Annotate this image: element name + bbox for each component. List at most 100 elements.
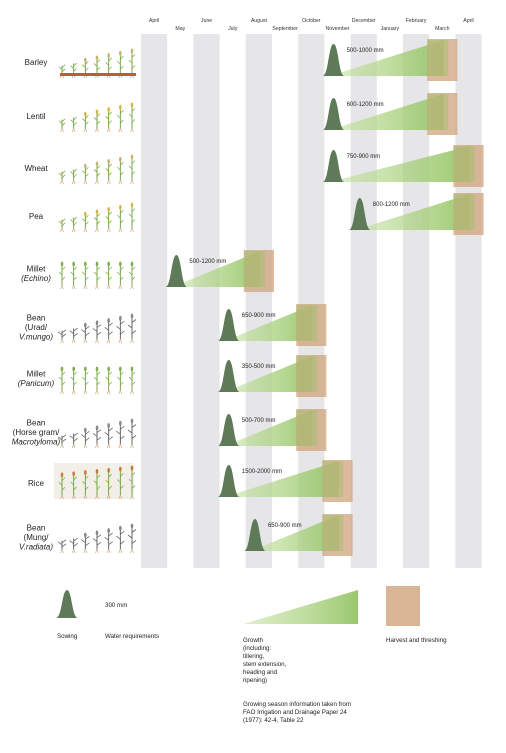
plant-leaf [82, 64, 86, 68]
growth-wedge [224, 305, 313, 341]
plant-root [85, 548, 88, 554]
plant-leaf [104, 326, 109, 331]
plant-leaf [108, 436, 113, 440]
water-requirement: 1500-2000 mm [242, 469, 282, 475]
plant-leaf [120, 171, 124, 176]
plant-root [131, 227, 134, 233]
plant-leaf [92, 433, 98, 437]
plant-leaf [117, 214, 121, 219]
plant-leaf [61, 276, 66, 281]
plant-leaf [131, 266, 136, 271]
month-label: July [228, 26, 238, 32]
growth-overlap [296, 305, 318, 341]
sowing-shape [217, 309, 240, 341]
plant-root [108, 338, 111, 344]
plant-root [71, 548, 74, 554]
plant-root [131, 494, 134, 500]
plant-head [130, 465, 134, 471]
plant-leaf [96, 266, 101, 271]
plant-root [61, 389, 64, 395]
plant-leaf [117, 114, 121, 119]
plant-root [95, 179, 98, 185]
plant-leaf [120, 435, 125, 440]
plant-head [84, 111, 87, 117]
plant-leaf [73, 381, 77, 386]
plant-leaf [104, 536, 109, 541]
plant-leaf [82, 170, 86, 174]
plant-head [130, 102, 134, 108]
plant-leaf [82, 218, 86, 222]
plant-root [95, 127, 98, 133]
plant-leaf [128, 376, 133, 381]
plant-leaf [108, 211, 112, 216]
crop-name: (Horse gram/ [13, 428, 60, 437]
plant-root [120, 389, 123, 395]
plant-leaf [85, 215, 89, 219]
plant-leaf [131, 330, 137, 334]
plant-leaf [73, 266, 77, 271]
plant-root [96, 389, 99, 395]
crop-name: Millet [27, 264, 46, 273]
plant-leaf [81, 539, 86, 543]
plant-head [130, 154, 134, 160]
plant-leaf [85, 121, 89, 126]
plant-root [61, 127, 64, 133]
plant-leaf [82, 481, 86, 485]
plant-leaf [61, 64, 66, 69]
soil-strip [60, 73, 136, 76]
plant-head [107, 261, 110, 267]
crop-row: Rice 1500-2000 mm [28, 460, 353, 502]
plant-root [71, 494, 74, 500]
plant-leaf [85, 536, 90, 540]
month-label: February [406, 18, 427, 24]
plant-illustration [58, 102, 136, 133]
growth-overlap [296, 356, 318, 392]
legend-harvest-label: Harvest and threshing [386, 637, 447, 644]
plant-leaf [120, 540, 125, 545]
plant-leaf [73, 68, 77, 72]
plant-leaf [108, 66, 112, 70]
crop-row: Lentil 600-1200 mm [26, 93, 458, 135]
growth-wedge [224, 410, 313, 446]
legend-sowing-label: Sowing [57, 633, 78, 640]
month-stripe [455, 34, 482, 568]
plant-leaf [73, 476, 77, 481]
plant-leaf [120, 109, 124, 114]
crop-row: Bean(Horse gram/Macrotyloma) 500-700 mm [12, 409, 327, 451]
plant-leaf [70, 271, 74, 276]
plant-leaf [104, 431, 109, 436]
plant-leaf [85, 67, 89, 72]
growth-overlap [453, 146, 475, 182]
water-requirement: 650-900 mm [268, 523, 302, 529]
plant-head [130, 313, 134, 319]
plant-root [73, 443, 76, 449]
plant-leaf [108, 276, 112, 281]
plant-head [119, 50, 122, 56]
plant-leaf [73, 122, 77, 126]
crop-row: Bean(Urad/V.mungo) 650-900 mm [19, 304, 327, 346]
crop-name: Macrotyloma) [12, 438, 61, 447]
water-requirement: 650-900 mm [242, 313, 276, 319]
plant-root [120, 548, 123, 554]
plant-root [85, 127, 88, 133]
sowing-shape [322, 44, 345, 76]
plant-head [95, 209, 99, 215]
plant-leaf [108, 532, 113, 537]
plant-root [61, 548, 64, 554]
plant-leaf [73, 333, 78, 337]
plant-root [120, 494, 123, 500]
plant-head [95, 366, 99, 372]
legend-growth-label: ripening) [243, 677, 267, 684]
plant-head [60, 366, 64, 372]
plant-leaf [108, 473, 112, 478]
plant-leaf [93, 169, 98, 173]
plant-leaf [108, 322, 113, 327]
plant-head [107, 207, 110, 212]
plant-leaf [93, 271, 98, 276]
plant-leaf [85, 221, 89, 226]
plant-root [95, 338, 98, 344]
plant-leaf [85, 276, 89, 281]
plant-leaf [131, 529, 137, 533]
plant-leaf [131, 371, 136, 376]
